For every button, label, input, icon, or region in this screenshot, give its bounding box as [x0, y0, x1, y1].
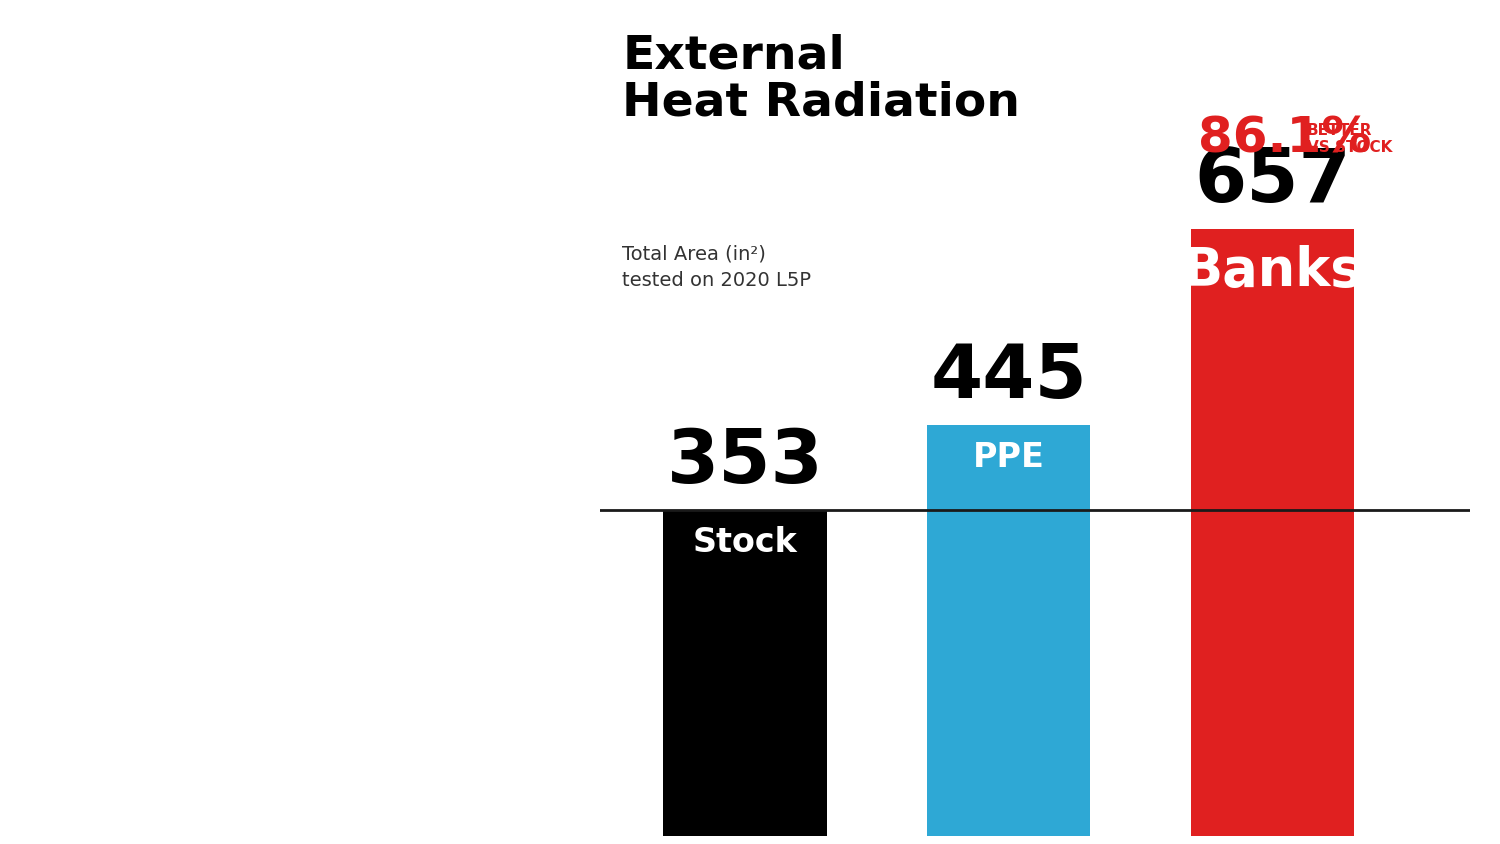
Text: 353: 353 [666, 425, 824, 499]
Text: Banks: Banks [1182, 246, 1362, 297]
Text: Total Area (in²)
tested on 2020 L5P: Total Area (in²) tested on 2020 L5P [622, 245, 812, 290]
Bar [1191, 229, 1354, 836]
Text: 86.1%: 86.1% [1198, 115, 1372, 162]
Text: 445: 445 [930, 340, 1088, 414]
Text: BETTER
VS STOCK: BETTER VS STOCK [1306, 122, 1392, 155]
Text: 657: 657 [1194, 145, 1350, 218]
Bar [927, 425, 1090, 836]
Text: Stock: Stock [693, 526, 798, 560]
Text: PPE: PPE [972, 441, 1044, 474]
Bar [663, 510, 826, 836]
Text: External
Heat Radiation: External Heat Radiation [622, 34, 1020, 126]
